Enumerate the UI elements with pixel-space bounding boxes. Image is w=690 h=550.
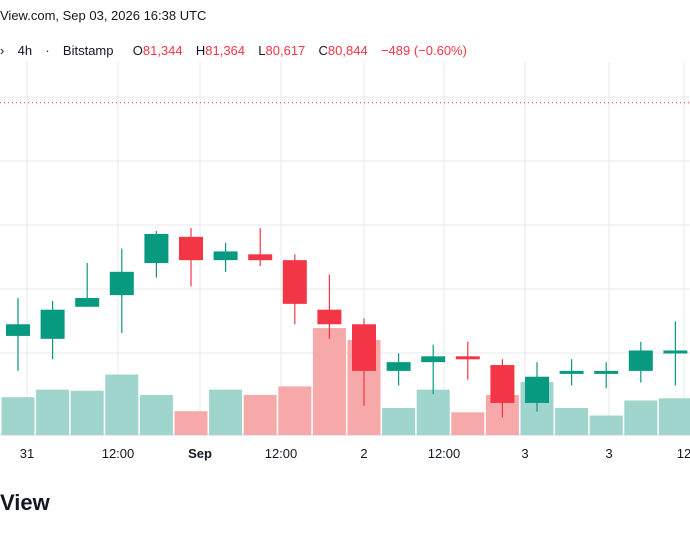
volume-bar (278, 386, 312, 435)
ohlc-legend: › 4h · Bitstamp O81,344 H81,364 L80,617 … (0, 43, 467, 58)
x-tick-label: 3 (605, 446, 612, 461)
legend-close-value: 80,844 (327, 43, 368, 58)
candle-body (317, 309, 342, 325)
legend-low-key: L (258, 43, 266, 58)
volume-bar (451, 412, 485, 435)
volume-bar (105, 374, 139, 435)
legend-low-value: 80,617 (265, 43, 306, 58)
legend-change: −489 (−0.60%) (380, 43, 467, 58)
legend-exchange: Bitstamp (62, 43, 114, 58)
candle-body (455, 356, 480, 360)
x-tick-label: 12:00 (265, 446, 298, 461)
x-tick-label: 12:00 (428, 446, 461, 461)
volume-bar (312, 328, 346, 435)
candlestick-chart[interactable]: 31 12:00 Sep 12:00 2 12:00 3 3 12 (0, 0, 690, 470)
x-tick-label: Sep (188, 446, 212, 461)
legend-interval: 4h (17, 43, 33, 58)
candle-body (525, 376, 549, 403)
x-tick-label: 12:00 (102, 446, 135, 461)
candle-body (559, 370, 584, 374)
legend-open-value: 81,344 (142, 43, 183, 58)
legend-high-key: H (195, 43, 206, 58)
volume-bar (658, 398, 690, 435)
volume-bar (139, 395, 173, 435)
brand-logo-text: View (0, 490, 50, 515)
candle-body (386, 362, 411, 371)
volume-bar (36, 389, 70, 435)
candle-body (628, 350, 653, 371)
volume-bar (174, 411, 208, 435)
volume-bar (382, 408, 416, 435)
candle-body (40, 309, 65, 339)
volume-bar (70, 390, 104, 435)
candle-body (179, 236, 203, 261)
volume-bar (416, 389, 450, 435)
candle-body (352, 324, 376, 371)
candle-body (75, 298, 100, 307)
volume-bar (243, 395, 277, 435)
volume-bar (1, 397, 35, 435)
legend-separator: · (45, 43, 50, 58)
x-tick-label: 31 (20, 446, 34, 461)
volume-bar (555, 408, 589, 435)
candle-body (663, 350, 688, 354)
candle-body (109, 271, 134, 296)
legend-high-value: 81,364 (205, 43, 246, 58)
candle-body (421, 356, 446, 363)
volume-bar (624, 400, 658, 435)
x-tick-label: 2 (360, 446, 367, 461)
legend-arrow: › (0, 43, 5, 58)
chart-source-line: View.com, Sep 03, 2026 16:38 UTC (0, 8, 207, 23)
candle-body (6, 324, 30, 336)
volume-bar (209, 389, 243, 435)
legend-open-key: O (132, 43, 143, 58)
candle-body (282, 260, 307, 304)
candle-body (594, 370, 619, 374)
legend-close-key: C (318, 43, 328, 58)
volume-bar (589, 415, 623, 435)
candle-body (248, 254, 273, 261)
candle-body (213, 251, 238, 261)
x-tick-label: 3 (521, 446, 528, 461)
x-tick-label: 12 (677, 446, 690, 461)
candle-body (144, 233, 169, 264)
candle-body (490, 365, 515, 403)
